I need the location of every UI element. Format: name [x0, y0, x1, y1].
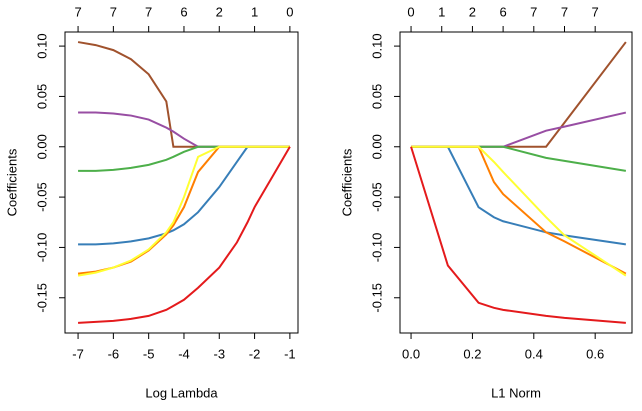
- x-tick-label: -5: [143, 346, 155, 361]
- top-tick-label: 6: [180, 4, 187, 19]
- y-tick-label: -0.15: [34, 283, 49, 313]
- coefficient-path: [78, 111, 290, 148]
- x-tick-label: 0.4: [525, 346, 543, 361]
- y-tick-label: -0.10: [369, 233, 384, 263]
- top-tick-label: 6: [499, 4, 506, 19]
- y-tick-label: 0.05: [369, 84, 384, 109]
- top-tick-label: 7: [530, 4, 537, 19]
- y-tick-label: -0.05: [34, 182, 49, 212]
- coefficient-path: [411, 41, 627, 148]
- y-tick-label: -0.05: [369, 182, 384, 212]
- x-tick-label: -6: [108, 346, 120, 361]
- x-tick-label: -2: [249, 346, 261, 361]
- x-tick-label: -1: [284, 346, 296, 361]
- top-tick-label: 7: [74, 4, 81, 19]
- x-axis-label: L1 Norm: [491, 385, 541, 400]
- coefficient-path: [411, 111, 627, 148]
- top-tick-label: 2: [216, 4, 223, 19]
- x-tick-label: -7: [72, 346, 84, 361]
- coefficient-path: [411, 145, 627, 246]
- top-tick-label: 7: [110, 4, 117, 19]
- coefficient-path: [78, 146, 291, 324]
- y-tick-label: 0.05: [34, 84, 49, 109]
- plot-box: [64, 31, 299, 334]
- coefficient-path: [410, 146, 626, 324]
- y-tick-label: 0.00: [34, 134, 49, 159]
- x-tick-label: 0.2: [463, 346, 481, 361]
- top-tick-label: 7: [145, 4, 152, 19]
- top-tick-label: 7: [561, 4, 568, 19]
- coefficient-path: [78, 145, 290, 172]
- x-tick-label: 0.6: [586, 346, 604, 361]
- y-tick-label: 0.00: [369, 134, 384, 159]
- coefficient-path: [411, 145, 627, 172]
- top-tick-label: 2: [469, 4, 476, 19]
- x-tick-label: -3: [213, 346, 225, 361]
- top-tick-label: 7: [592, 4, 599, 19]
- y-tick-label: 0.10: [369, 33, 384, 58]
- x-axis-label: Log Lambda: [145, 385, 218, 400]
- top-tick-label: 0: [286, 4, 293, 19]
- top-tick-label: 1: [438, 4, 445, 19]
- top-tick-label: 0: [407, 4, 414, 19]
- top-tick-label: 1: [251, 4, 258, 19]
- y-tick-label: -0.10: [34, 233, 49, 263]
- x-tick-label: -4: [178, 346, 190, 361]
- coefficient-path: [411, 145, 627, 277]
- y-tick-label: 0.10: [34, 33, 49, 58]
- plot-box: [399, 31, 633, 334]
- y-tick-label: -0.15: [369, 283, 384, 313]
- coefficient-path: [77, 145, 290, 277]
- coefficient-path: [77, 145, 290, 275]
- x-tick-label: 0.0: [402, 346, 420, 361]
- y-axis-label: Coefficients: [4, 148, 19, 216]
- y-axis-label: Coefficients: [339, 148, 354, 216]
- coefficient-path: [77, 41, 290, 148]
